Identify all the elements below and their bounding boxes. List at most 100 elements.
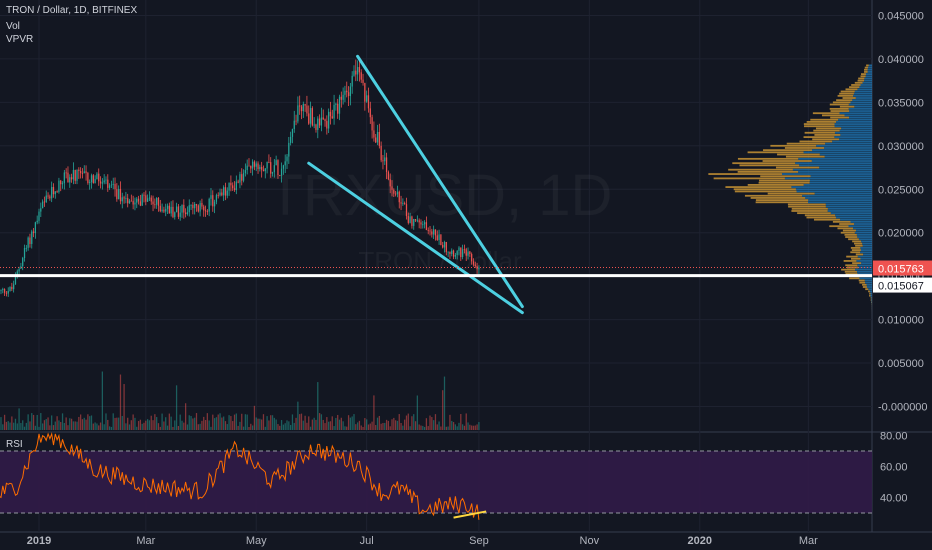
symbol-title[interactable]: TRON / Dollar, 1D, BITFINEX — [6, 5, 138, 16]
vpvr-up-bar — [805, 197, 872, 199]
volume-bar — [411, 416, 413, 430]
volume-bar — [175, 385, 178, 430]
vpvr-down-bar — [767, 192, 815, 195]
vpvr-up-bar — [863, 253, 872, 256]
vpvr-up-bar — [857, 264, 872, 267]
candle-body — [139, 201, 142, 206]
rsi-indicator-label[interactable]: RSI — [6, 439, 23, 450]
vpvr-down-bar — [840, 231, 855, 234]
volume-bar — [472, 425, 475, 430]
volume-bar — [40, 413, 42, 430]
volume-bar — [268, 420, 270, 430]
volume-bar — [447, 426, 449, 430]
candle-body — [168, 205, 170, 214]
candle-body — [185, 212, 187, 215]
vpvr-indicator-label[interactable]: VPVR — [6, 34, 34, 45]
vpvr-up-bar — [798, 170, 872, 173]
volume-bar — [369, 423, 371, 430]
vpvr-down-bar — [822, 114, 845, 117]
candle-body — [413, 219, 415, 226]
volume-bar — [74, 421, 76, 430]
candle-body — [150, 197, 152, 202]
candle-body — [27, 237, 29, 248]
volume-bar — [311, 419, 313, 430]
volume-bar — [18, 408, 20, 430]
candle-body — [81, 173, 84, 174]
candle-body — [445, 242, 447, 252]
marked-level-label: 0.015067 — [878, 281, 924, 293]
volume-bar — [34, 425, 37, 430]
vpvr-up-bar — [856, 260, 872, 262]
axes: 0.045000 0.040000 0.035000 0.030000 0.025000… — [27, 10, 932, 547]
volume-bar — [266, 416, 268, 430]
candle-body — [146, 198, 149, 202]
vpvr-up-bar — [784, 177, 872, 180]
volume-bar — [199, 423, 201, 430]
candle-body — [118, 188, 120, 200]
vpvr-down-bar — [839, 223, 854, 225]
candle-body — [70, 177, 73, 180]
candle-body — [20, 266, 22, 269]
rsi-tick-label: 60.00 — [880, 462, 908, 474]
vpvr-down-bar — [869, 294, 871, 297]
vpvr-down-bar — [734, 190, 797, 193]
candle-body — [206, 211, 208, 213]
volume-bar — [465, 413, 467, 430]
candle-body — [241, 174, 243, 181]
watermark-ticker: TRXUSD, 1D — [268, 163, 613, 228]
volume-bar — [264, 426, 266, 430]
vpvr-down-bar — [791, 207, 828, 210]
candle-body — [376, 131, 379, 143]
volume-bar — [295, 417, 297, 430]
volume-bar — [107, 419, 109, 430]
volume-bar — [270, 415, 272, 430]
vpvr-down-bar — [804, 125, 835, 128]
candle-body — [60, 180, 62, 185]
volume-bar — [123, 384, 125, 430]
candle-body — [230, 182, 232, 186]
vol-indicator-label[interactable]: Vol — [6, 21, 20, 32]
candle-body — [90, 175, 93, 183]
volume-bar — [45, 419, 47, 430]
volume-bar — [344, 426, 346, 430]
candle-body — [404, 203, 406, 205]
volume-bar — [275, 419, 277, 430]
candle-body — [161, 209, 163, 212]
vpvr-up-bar — [827, 210, 872, 212]
candle-body — [244, 170, 247, 174]
time-tick-label: Jul — [360, 535, 374, 547]
candle-body — [284, 161, 286, 166]
candle-body — [346, 90, 348, 93]
candle-body — [293, 120, 295, 130]
candle-body — [429, 230, 431, 232]
vpvr-up-bar — [853, 223, 872, 225]
candle-body — [152, 201, 154, 205]
volume-bar — [76, 421, 78, 430]
volume-bar — [389, 426, 391, 430]
candle-body — [431, 231, 433, 235]
candle-body — [181, 204, 183, 213]
candle-body — [454, 254, 457, 257]
candle-body — [322, 117, 324, 120]
vpvr-up-bar — [868, 64, 872, 67]
volume-bar — [320, 414, 323, 430]
volume-bar — [329, 421, 332, 430]
vpvr-up-bar — [811, 160, 872, 162]
candle-body — [2, 289, 4, 291]
vpvr-up-bar — [865, 73, 872, 76]
vpvr-up-bar — [862, 81, 872, 84]
candle-body — [25, 247, 27, 249]
candle-body — [246, 165, 248, 171]
price-tick-label: -0.000000 — [878, 402, 928, 414]
vpvr-up-bar — [860, 257, 872, 260]
vpvr-up-bar — [809, 181, 872, 184]
volume-bar — [244, 414, 247, 430]
vpvr-up-bar — [834, 136, 872, 139]
vpvr-up-bar — [866, 286, 872, 288]
candle-body — [306, 105, 308, 114]
vpvr-down-bar — [868, 290, 870, 293]
volume-bar — [405, 415, 408, 430]
vpvr-down-bar — [788, 205, 826, 208]
price-tick-label: 0.020000 — [878, 228, 924, 240]
